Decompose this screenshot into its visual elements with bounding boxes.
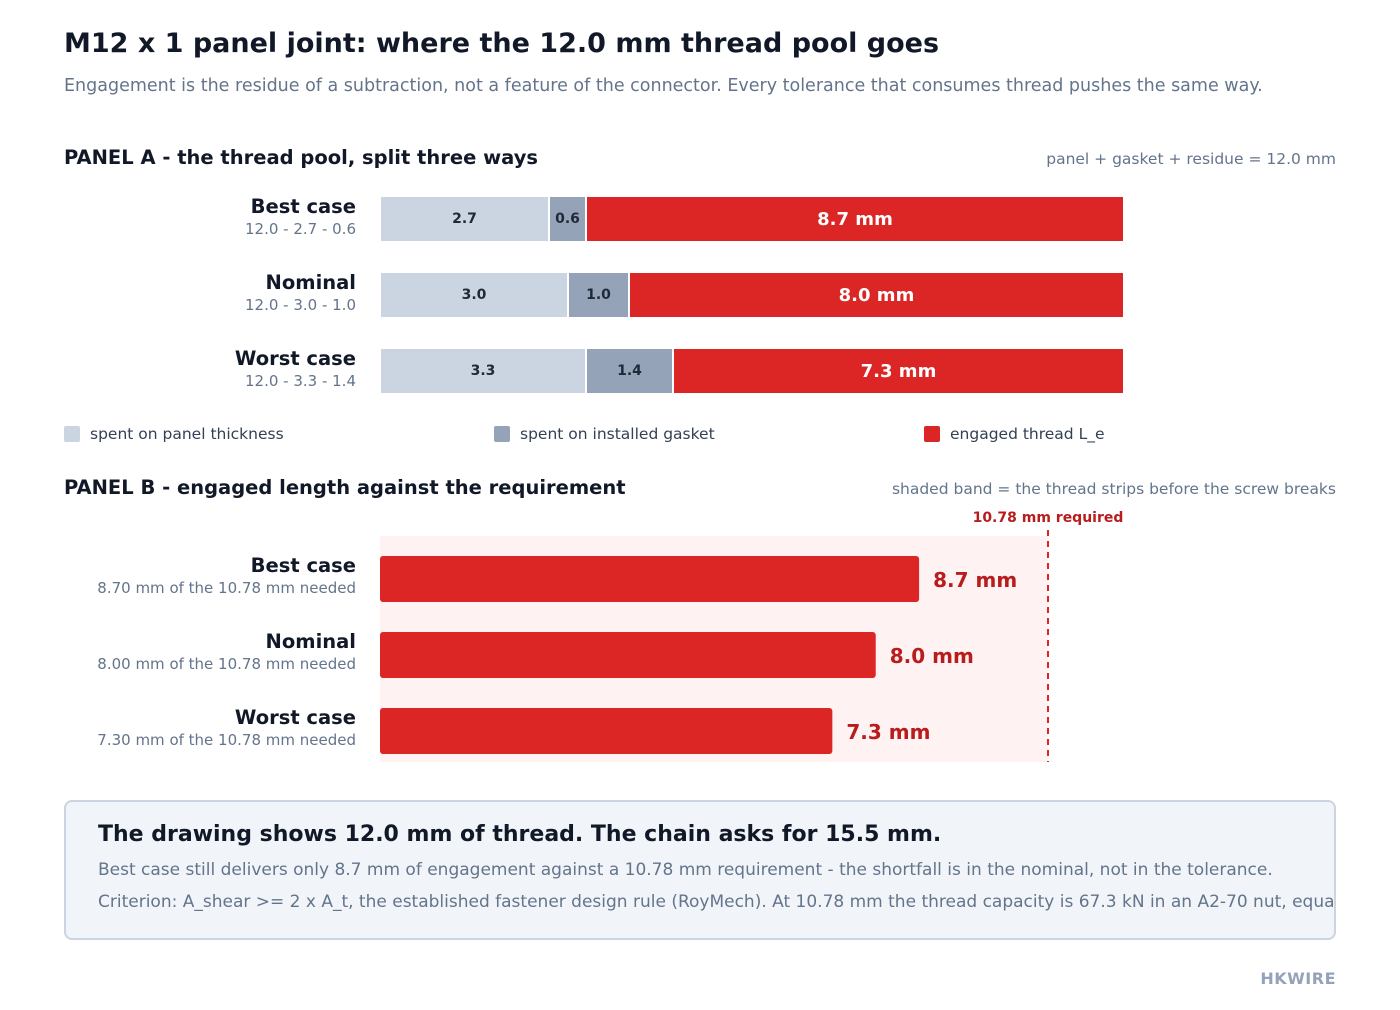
- panel-b-title: PANEL B - engaged length against the req…: [64, 476, 626, 499]
- panel-a-segment-engaged: 8.0 mm: [628, 273, 1123, 317]
- panel-b-bar: [380, 708, 833, 754]
- panel-b-row-label: Best case 8.70 mm of the 10.78 mm needed: [97, 554, 356, 598]
- panel-b-row-note: 8.70 mm of the 10.78 mm needed: [97, 579, 356, 597]
- panel-b-bar: [380, 632, 876, 678]
- panel-b-row-label: Nominal 8.00 mm of the 10.78 mm needed: [97, 630, 356, 674]
- callout-line-2: Criterion: A_shear >= 2 x A_t, the estab…: [98, 892, 1336, 912]
- page-title: M12 x 1 panel joint: where the 12.0 mm t…: [64, 28, 940, 59]
- callout-heading: The drawing shows 12.0 mm of thread. The…: [98, 822, 942, 847]
- panel-a-chart: Best case 12.0 - 2.7 - 0.6 2.7 0.6 8.7 mm Nom…: [0, 0, 1400, 420]
- legend-label-panel: spent on panel thickness: [90, 425, 284, 443]
- legend-item-gasket: spent on installed gasket: [494, 425, 715, 443]
- panel-a-segment-gasket: 1.0: [567, 273, 628, 317]
- panel-b-row-name: Worst case: [234, 706, 356, 729]
- panel-b-note: shaded band = the thread strips before t…: [891, 480, 1336, 498]
- panel-a-segment-gasket: 1.4: [585, 349, 672, 393]
- panel-a-stacked-bar: 2.7 0.6 8.7 mm: [381, 197, 1123, 241]
- legend-item-engaged: engaged thread L_e: [924, 425, 1105, 443]
- panel-b-bar: [380, 556, 920, 602]
- panel-a-row-formula: 12.0 - 3.0 - 1.0: [244, 296, 356, 314]
- panel-a-stacked-bar: 3.3 1.4 7.3 mm: [381, 349, 1123, 393]
- panel-b-row-note: 8.00 mm of the 10.78 mm needed: [97, 655, 356, 673]
- panel-b-row-note: 7.30 mm of the 10.78 mm needed: [97, 731, 356, 749]
- brand-mark: HKWIRE: [1260, 969, 1336, 988]
- panel-b-row-name: Best case: [250, 554, 356, 577]
- panel-a-row-label: Worst case 12.0 - 3.3 - 1.4: [235, 347, 356, 391]
- panel-a-row-label: Best case 12.0 - 2.7 - 0.6: [245, 195, 356, 239]
- requirement-label: 10.78 mm required: [973, 510, 1124, 526]
- panel-a-segment-engaged: 7.3 mm: [672, 349, 1123, 393]
- panel-a-legend: spent on panel thickness spent on instal…: [64, 425, 1164, 445]
- callout-line-1: Best case still delivers only 8.7 mm of …: [98, 860, 1273, 880]
- panel-a-row-label: Nominal 12.0 - 3.0 - 1.0: [245, 271, 356, 315]
- panel-a-segment-panel: 3.0: [381, 273, 567, 317]
- panel-a-segment-engaged: 8.7 mm: [585, 197, 1123, 241]
- page-subtitle: Engagement is the residue of a subtracti…: [64, 76, 1263, 96]
- panel-b-svg: 8.7 mm 8.0 mm 7.3 mm 10.78 mm required: [380, 510, 1124, 762]
- panel-b-row-label: Worst case 7.30 mm of the 10.78 mm needed: [97, 706, 356, 750]
- panel-b-chart: 8.7 mm 8.0 mm 7.3 mm 10.78 mm required Best …: [97, 510, 1124, 762]
- conclusion-callout: The drawing shows 12.0 mm of thread. The…: [64, 800, 1336, 940]
- panel-a-note: panel + gasket + residue = 12.0 mm: [1046, 150, 1336, 168]
- panel-b-value-label: 7.3 mm: [846, 720, 930, 744]
- panel-a-segment-panel: 2.7: [381, 197, 548, 241]
- legend-label-engaged: engaged thread L_e: [950, 425, 1105, 443]
- panel-b-value-label: 8.0 mm: [890, 644, 974, 668]
- panel-a-title: PANEL A - the thread pool, split three w…: [64, 146, 539, 169]
- legend-swatch-gasket: [494, 426, 510, 442]
- panel-b-row-name: Nominal: [265, 630, 356, 653]
- panel-a-row-name: Best case: [250, 195, 356, 218]
- panel-a-row-name: Worst case: [234, 347, 356, 370]
- legend-swatch-engaged: [924, 426, 940, 442]
- panel-a-row-formula: 12.0 - 3.3 - 1.4: [244, 372, 356, 390]
- panel-b-value-label: 8.7 mm: [933, 568, 1017, 592]
- legend-label-gasket: spent on installed gasket: [520, 425, 715, 443]
- panel-a-stacked-bar: 3.0 1.0 8.0 mm: [381, 273, 1123, 317]
- panel-a-segment-gasket: 0.6: [548, 197, 585, 241]
- legend-swatch-panel: [64, 426, 80, 442]
- panel-a-row-formula: 12.0 - 2.7 - 0.6: [244, 220, 356, 238]
- legend-item-panel: spent on panel thickness: [64, 425, 284, 443]
- panel-a-row-name: Nominal: [265, 271, 356, 294]
- panel-a-segment-panel: 3.3: [381, 349, 585, 393]
